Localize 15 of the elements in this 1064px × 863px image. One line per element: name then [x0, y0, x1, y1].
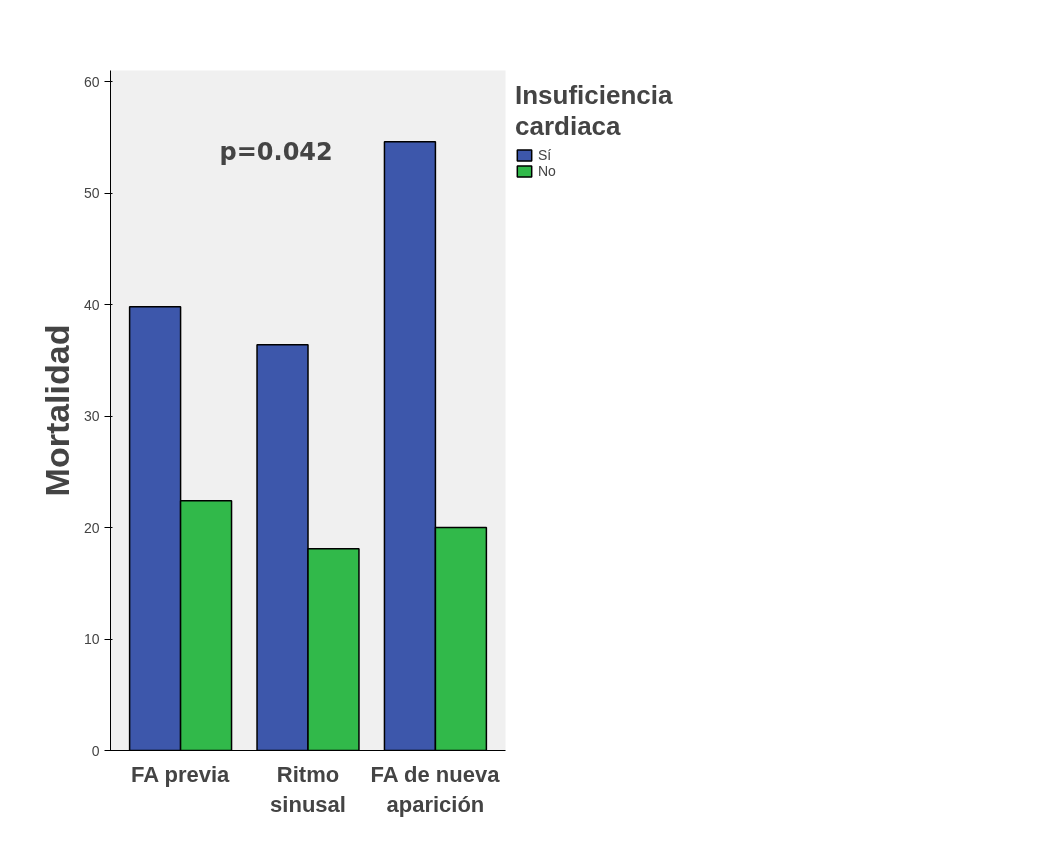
legend-label: No [538, 163, 557, 179]
y-axis-title: Mortalidad [37, 324, 76, 497]
y-tick-label: 60 [83, 73, 100, 90]
x-tick-label: FA previa [131, 761, 231, 787]
x-tick-label: FA de nueva aparición [370, 761, 501, 817]
y-tick-label: 20 [83, 519, 100, 536]
legend-label: Sí [538, 147, 553, 163]
y-tick-label: 30 [83, 408, 100, 425]
legend-title: Insuficiencia cardiaca [515, 80, 673, 142]
y-tick-label: 10 [83, 631, 100, 648]
x-tick-label: Ritmo sinusal [270, 761, 346, 817]
y-tick-label: 0 [91, 742, 100, 759]
annotation: p=0.042 [219, 137, 333, 166]
y-tick-label: 50 [83, 185, 100, 202]
y-tick-label: 40 [83, 296, 100, 313]
